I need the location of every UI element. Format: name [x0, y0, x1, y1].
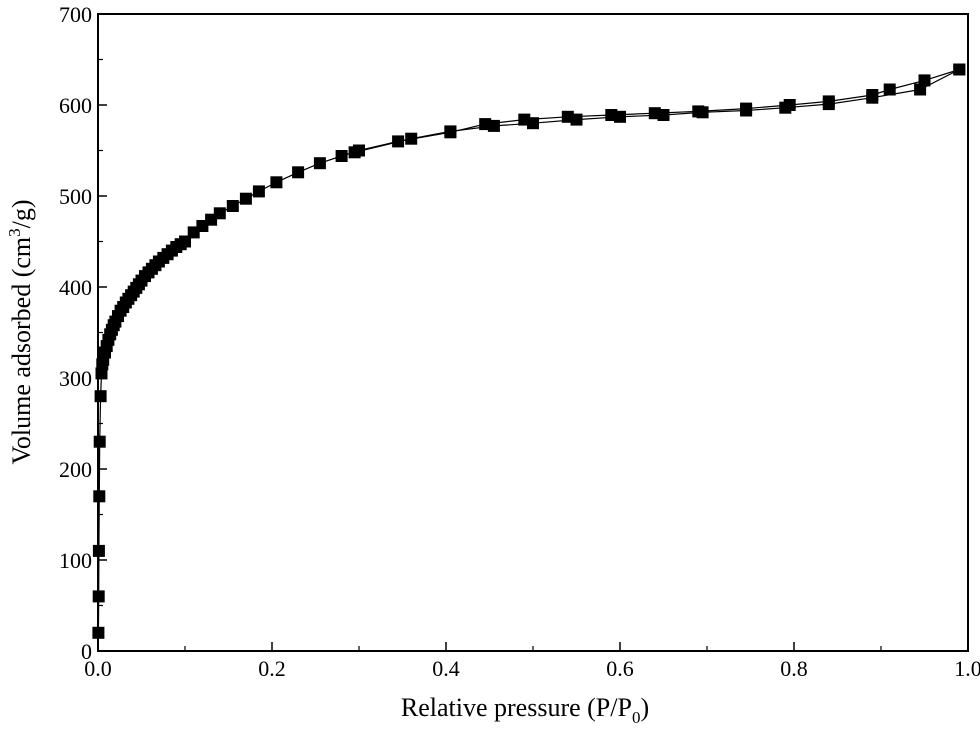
x-tick-label: 0.2 — [258, 656, 286, 681]
data-point — [740, 104, 753, 117]
x-tick-label: 0.6 — [606, 656, 634, 681]
data-point — [213, 207, 226, 220]
series-line-1 — [97, 68, 960, 633]
data-point — [570, 113, 583, 126]
y-axis-title-main: Volume adsorbed (cm — [7, 237, 36, 465]
data-point — [335, 150, 348, 162]
data-point — [313, 157, 326, 170]
data-point — [866, 91, 879, 104]
data-point — [822, 98, 835, 111]
data-point — [252, 185, 265, 198]
data-point — [657, 109, 670, 121]
y-tick-label: 300 — [59, 366, 92, 391]
data-point — [779, 101, 792, 114]
data-point — [94, 390, 107, 403]
x-tick-label: 1.0 — [954, 656, 980, 681]
y-tick-label: 700 — [59, 2, 92, 27]
data-point — [179, 235, 191, 248]
y-tick-label: 400 — [59, 275, 92, 300]
data-point — [292, 166, 305, 179]
x-axis-title: Relative pressure (P/P0) — [401, 693, 649, 727]
data-point — [93, 490, 106, 503]
plot-frame — [97, 13, 969, 652]
data-point — [270, 176, 283, 189]
data-point — [239, 192, 252, 205]
y-axis-title-unit-end: /g) — [7, 199, 36, 228]
data-point — [883, 83, 896, 96]
data-point — [914, 83, 927, 96]
series-layer — [92, 63, 966, 639]
data-point — [348, 146, 361, 159]
data-point — [918, 74, 931, 87]
y-tick-label: 200 — [59, 457, 92, 482]
y-axis-title: Volume adsorbed (cm3/g) — [5, 199, 36, 464]
data-point — [527, 117, 539, 130]
x-axis-title-subscript: 0 — [632, 708, 641, 727]
data-point — [405, 132, 418, 145]
y-tick-label: 600 — [59, 93, 92, 118]
y-tick-label: 0 — [81, 639, 92, 664]
data-point — [487, 119, 500, 132]
x-tick-label: 0.4 — [432, 656, 460, 681]
data-point — [93, 435, 106, 448]
data-point — [392, 135, 405, 148]
data-point — [614, 110, 626, 123]
x-axis-title-main: Relative pressure (P/P — [401, 693, 632, 722]
x-tick-label: 0.8 — [780, 656, 808, 681]
x-axis-title-close: ) — [640, 693, 649, 722]
data-point — [696, 106, 709, 119]
data-point — [226, 200, 239, 212]
data-point — [444, 125, 457, 138]
data-point — [953, 63, 966, 76]
x-tick-label: 0.0 — [84, 656, 112, 681]
y-tick-label: 100 — [59, 548, 92, 573]
y-tick-label: 500 — [59, 184, 92, 209]
axis-layer: 0.0 0.2 0.4 0.6 0.8 1.0 0 100 200 300 400 500 600 700 — [59, 2, 980, 681]
y-axis-title-superscript: 3 — [5, 228, 24, 237]
